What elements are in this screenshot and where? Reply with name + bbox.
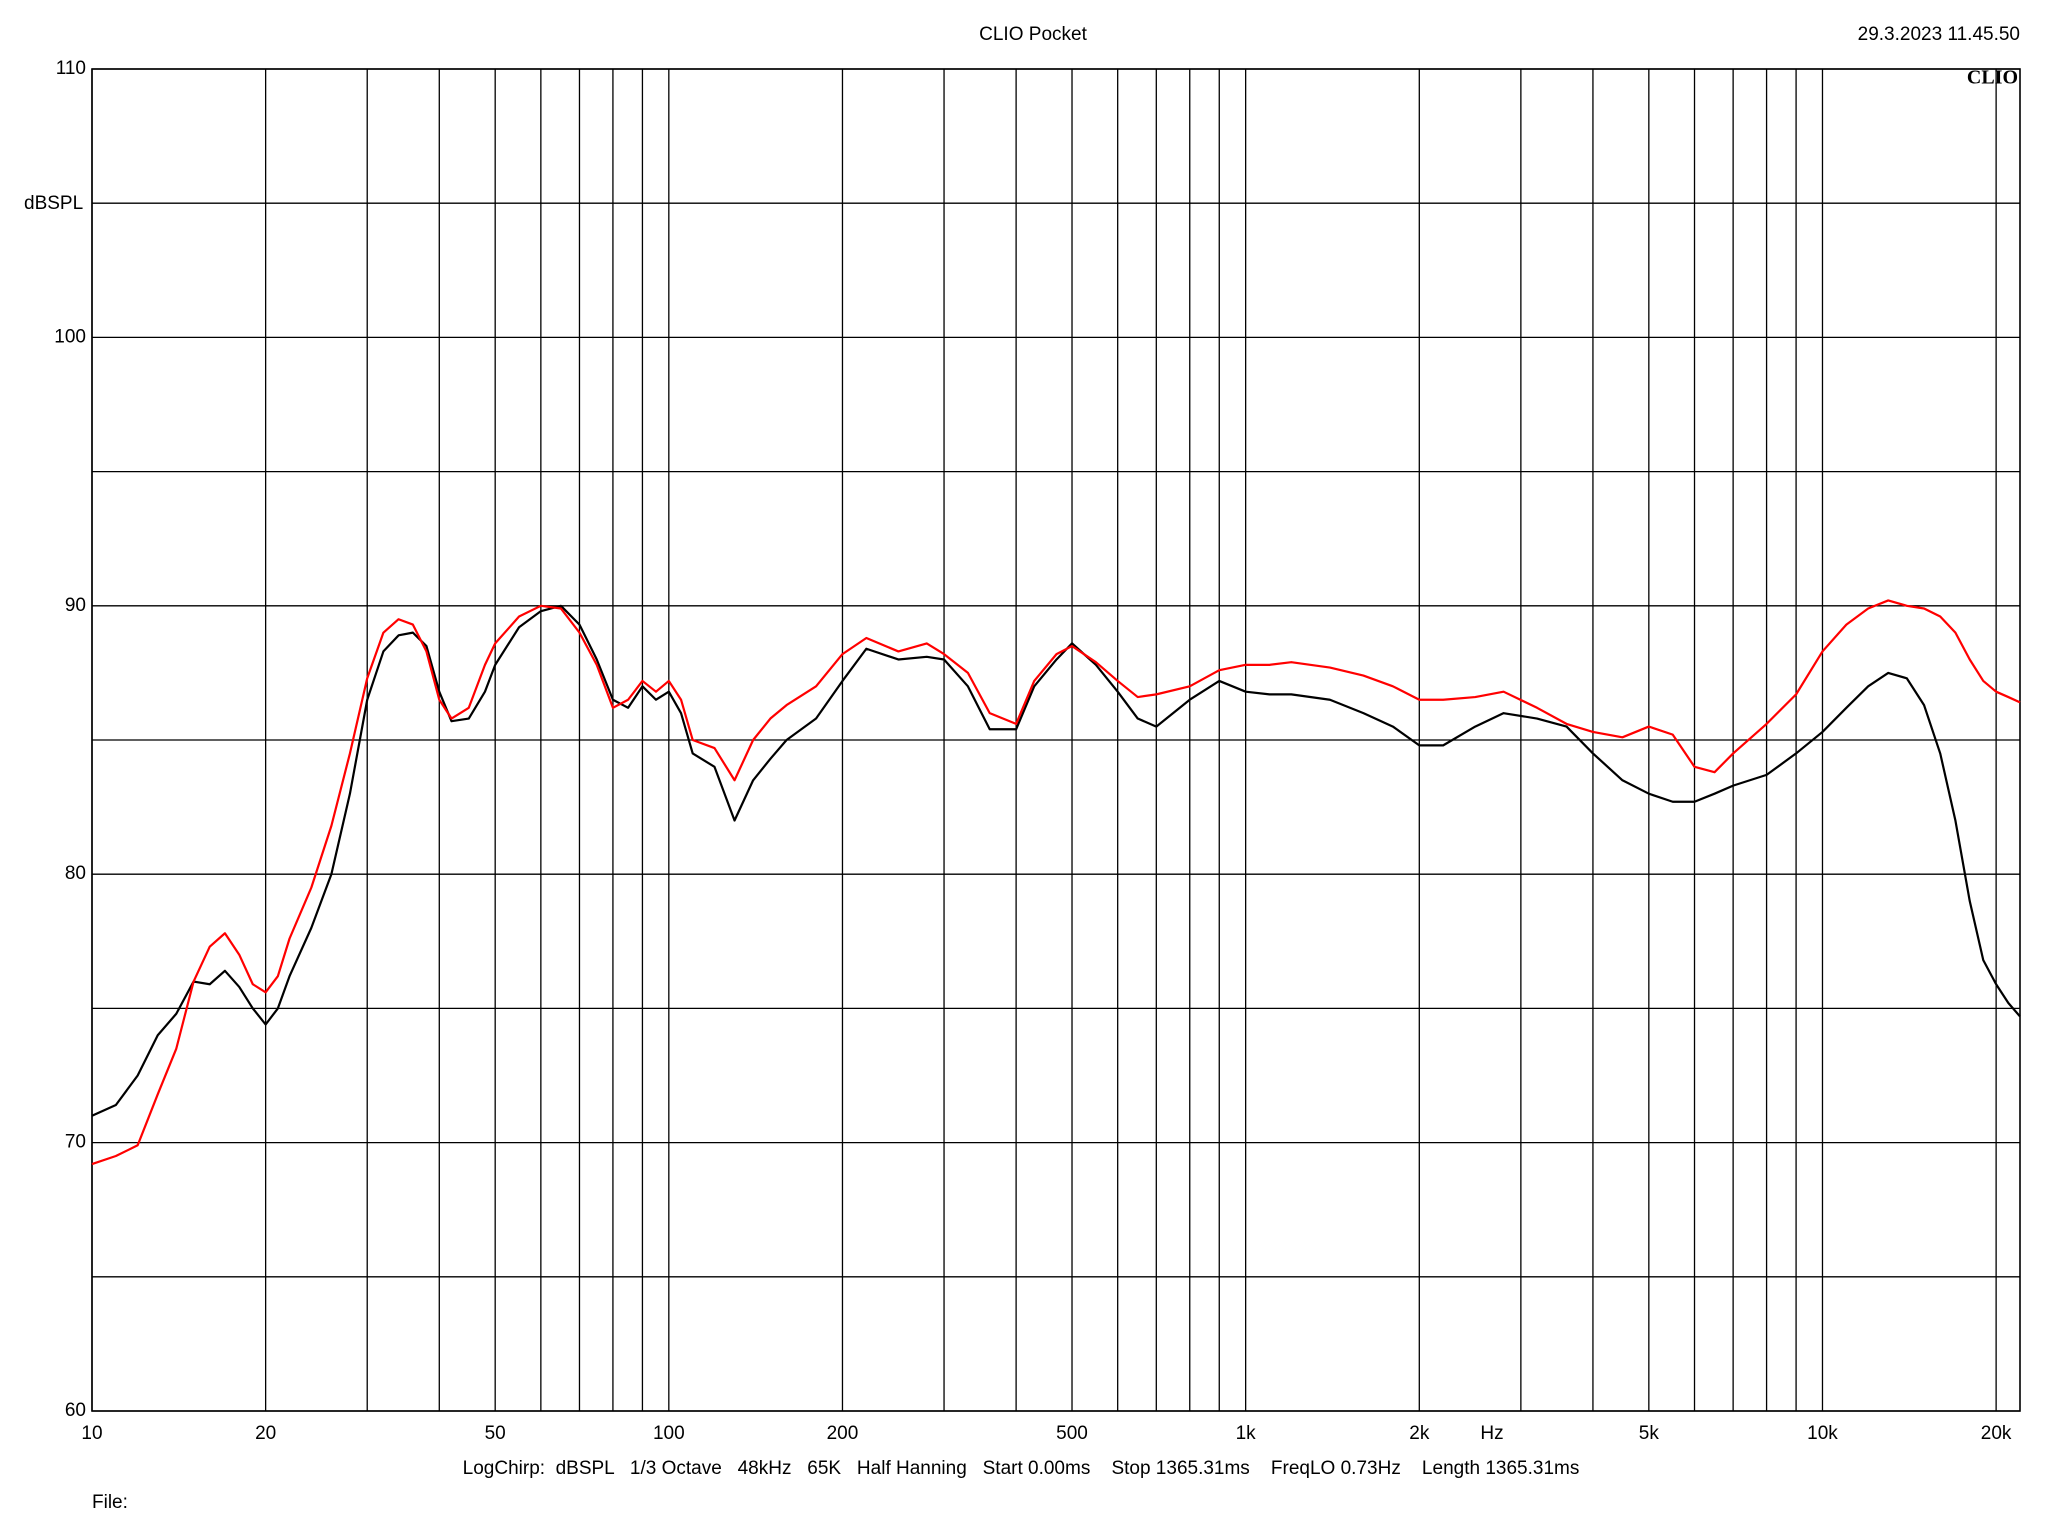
x-tick-label: 50 (485, 1423, 506, 1444)
x-tick-label: 20k (1981, 1423, 2012, 1444)
y-tick-label: 110 (56, 58, 86, 79)
plot-frame (91, 68, 2021, 1412)
x-tick-label: 200 (827, 1423, 859, 1444)
y-tick-label: 90 (65, 595, 86, 616)
series-line (91, 599, 2021, 1166)
x-tick-label: 1k (1236, 1423, 1257, 1444)
x-tick-label: 20 (255, 1423, 276, 1444)
y-tick-label: 60 (65, 1400, 86, 1421)
chart-title: CLIO Pocket (979, 24, 1087, 45)
x-tick-label: 5k (1639, 1423, 1660, 1444)
x-tick-label: 500 (1056, 1423, 1088, 1444)
x-tick-label: 10k (1807, 1423, 1838, 1444)
series-line (91, 604, 2021, 1117)
timestamp: 29.3.2023 11.45.50 (1858, 24, 2020, 45)
x-tick-label: 2k (1409, 1423, 1430, 1444)
footer: LogChirp: dBSPL 1/3 Octave 48kHz 65K Hal… (463, 1458, 1580, 1479)
x-tick-label: 10 (81, 1423, 102, 1444)
y-axis-label: dBSPL (24, 193, 83, 214)
y-tick-label: 70 (65, 1132, 86, 1153)
logo: CLIO (1967, 67, 2018, 89)
file-label: File: (92, 1492, 128, 1513)
x-tick-label: 100 (653, 1423, 685, 1444)
y-tick-label: 80 (65, 863, 86, 884)
y-tick-label: 100 (54, 326, 86, 347)
x-axis-label: Hz (1480, 1423, 1503, 1444)
